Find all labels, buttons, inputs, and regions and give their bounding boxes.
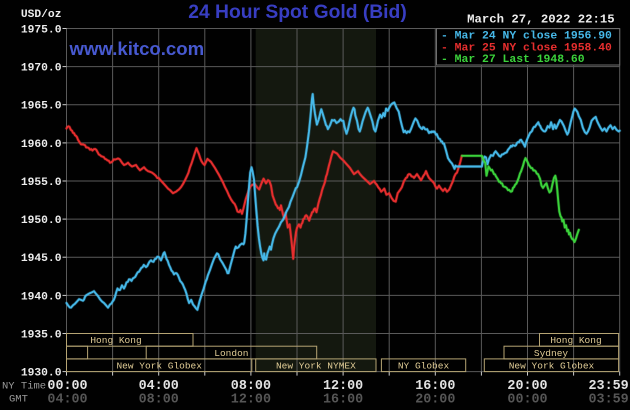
svg-text:New York NYMEX: New York NYMEX bbox=[276, 361, 356, 372]
svg-text:www.kitco.com: www.kitco.com bbox=[69, 38, 205, 59]
svg-text:USD/oz: USD/oz bbox=[21, 9, 62, 21]
svg-text:1935.0: 1935.0 bbox=[21, 330, 62, 342]
svg-text:New York Globex: New York Globex bbox=[116, 361, 202, 372]
svg-text:1965.0: 1965.0 bbox=[21, 101, 62, 113]
svg-text:1945.0: 1945.0 bbox=[21, 253, 62, 265]
svg-text:03:59: 03:59 bbox=[589, 392, 629, 407]
svg-text:Hong Kong: Hong Kong bbox=[90, 335, 141, 346]
svg-text:New York Globex: New York Globex bbox=[509, 361, 595, 372]
svg-text:04:00: 04:00 bbox=[47, 392, 87, 407]
svg-text:08:00: 08:00 bbox=[231, 379, 271, 394]
svg-text:1955.0: 1955.0 bbox=[21, 177, 62, 189]
svg-text:1975.0: 1975.0 bbox=[21, 25, 62, 37]
svg-text:GMT: GMT bbox=[9, 394, 28, 406]
svg-text:London: London bbox=[214, 348, 248, 359]
svg-text:16:00: 16:00 bbox=[415, 379, 455, 394]
svg-text:16:00: 16:00 bbox=[323, 392, 363, 407]
svg-text:00:00: 00:00 bbox=[507, 392, 547, 407]
svg-text:1950.0: 1950.0 bbox=[21, 215, 62, 227]
svg-text:23:59: 23:59 bbox=[589, 379, 629, 394]
svg-text:12:00: 12:00 bbox=[231, 392, 271, 407]
svg-text:12:00: 12:00 bbox=[323, 379, 363, 394]
svg-text:08:00: 08:00 bbox=[139, 392, 179, 407]
svg-text:20:00: 20:00 bbox=[507, 379, 547, 394]
svg-text:NY Globex: NY Globex bbox=[398, 361, 450, 372]
svg-text:- Mar 25 NY close 1958.40: - Mar 25 NY close 1958.40 bbox=[441, 42, 612, 54]
svg-text:24 Hour Spot Gold (Bid): 24 Hour Spot Gold (Bid) bbox=[188, 2, 407, 23]
svg-text:NY Time: NY Time bbox=[2, 380, 46, 392]
svg-text:20:00: 20:00 bbox=[415, 392, 455, 407]
svg-text:Hong Kong: Hong Kong bbox=[550, 335, 601, 346]
svg-text:- Mar 24 NY close 1956.90: - Mar 24 NY close 1956.90 bbox=[441, 30, 612, 42]
svg-text:1960.0: 1960.0 bbox=[21, 139, 62, 151]
svg-text:March 27, 2022 22:15: March 27, 2022 22:15 bbox=[467, 13, 615, 27]
svg-text:1930.0: 1930.0 bbox=[21, 368, 62, 380]
svg-text:Sydney: Sydney bbox=[534, 348, 569, 359]
svg-text:04:00: 04:00 bbox=[139, 379, 179, 394]
svg-text:1970.0: 1970.0 bbox=[21, 63, 62, 75]
svg-text:00:00: 00:00 bbox=[47, 379, 87, 394]
svg-text:1940.0: 1940.0 bbox=[21, 291, 62, 303]
svg-text:- Mar 27 Last 1948.60: - Mar 27 Last 1948.60 bbox=[441, 54, 585, 66]
